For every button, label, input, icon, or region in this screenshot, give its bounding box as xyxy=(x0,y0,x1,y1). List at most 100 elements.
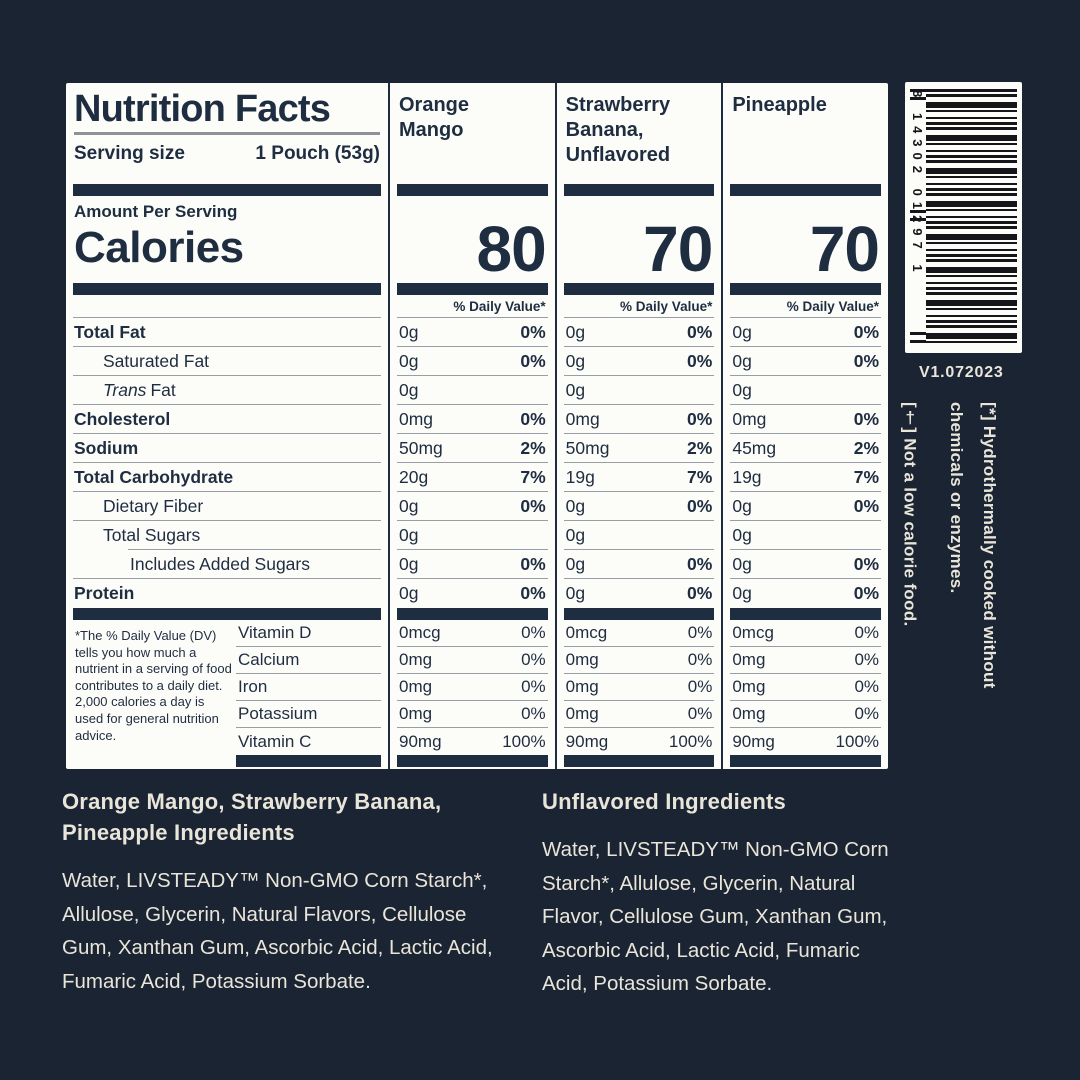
amount-value: 0mg xyxy=(399,704,433,723)
nutrient-value-row: 20g 7% xyxy=(397,463,548,492)
amount-value: 90mg xyxy=(565,731,609,751)
dv-value: 0% xyxy=(853,495,880,516)
vitamin-value-row: 0mg 0% xyxy=(563,674,715,701)
thick-bar xyxy=(397,184,548,196)
dv-value: 0% xyxy=(853,553,880,574)
calories-value: 80 xyxy=(476,213,546,285)
daily-value-header: % Daily Value* xyxy=(397,295,548,318)
amount-value: 0g xyxy=(732,524,752,545)
nutrient-value-row: 19g 7% xyxy=(563,463,715,492)
dv-value: 0% xyxy=(521,677,546,696)
calories-value: 70 xyxy=(643,213,713,285)
amount-value: 0mg xyxy=(399,650,433,669)
thick-bar xyxy=(730,283,882,295)
amount-value: 0mg xyxy=(399,677,433,696)
dv-value: 0% xyxy=(687,677,713,696)
amount-value: 0g xyxy=(565,379,586,400)
flavor-name: Pineapple xyxy=(732,94,827,116)
nutrient-value-row: 50mg 2% xyxy=(397,434,548,463)
amount-value: 0mcg xyxy=(399,623,441,642)
nutrient-value-row: 0g 0% xyxy=(730,492,882,521)
dv-value: 100% xyxy=(668,731,713,751)
amount-value: 0g xyxy=(732,379,752,400)
nutrient-value-row: 45mg 2% xyxy=(730,434,882,463)
barcode-guard-bar xyxy=(910,332,926,346)
dv-value: 7% xyxy=(853,466,880,487)
nutrient-value-row: 0g 0% xyxy=(397,318,548,347)
nutrient-label-sodium: Sodium xyxy=(73,434,381,463)
vitamin-value-row: 0mcg 0% xyxy=(397,620,548,647)
amount-value: 50mg xyxy=(565,437,610,458)
amount-value: 19g xyxy=(732,466,762,487)
flavor-column-pineapple: Pineapple 70 % Daily Value* 0g 0% 0g 0% 0g… xyxy=(721,83,888,769)
hydrothermally-cooked-note: [*] Hydrothermally cooked without chemic… xyxy=(946,402,999,689)
thick-bar xyxy=(397,755,548,767)
vitamin-label-vitamin-c: Vitamin C xyxy=(238,731,312,751)
amount-value: 0g xyxy=(565,553,586,574)
dv-value: 0% xyxy=(520,553,546,574)
nutrient-label-dietary-fiber: Dietary Fiber xyxy=(73,492,381,521)
vitamin-value-row: 0mg 0% xyxy=(397,674,548,701)
dv-value: 0% xyxy=(687,408,713,429)
amount-value: 0g xyxy=(732,583,752,603)
vitamin-value-row: 0mg 0% xyxy=(397,701,548,728)
nutrient-label-trans-fat: Trans Fat xyxy=(73,376,381,405)
barcode-digits: 8 14302 01297 1 xyxy=(910,90,925,278)
dv-value: 100% xyxy=(502,731,546,751)
vitamin-value-row: 90mg 100% xyxy=(564,728,715,755)
amount-value: 0g xyxy=(399,524,419,545)
nutrient-value-row: 0g xyxy=(563,521,715,550)
dv-value: 7% xyxy=(520,466,546,487)
vitamin-label-potassium: Potassium xyxy=(236,701,381,728)
dv-value: 0% xyxy=(520,321,546,342)
dv-value: 0% xyxy=(521,704,546,723)
dv-value: 0% xyxy=(853,350,880,371)
dv-value: 0% xyxy=(854,650,880,669)
flavor-name: Orange Mango xyxy=(399,94,470,141)
nutrient-value-row: 0g 0% xyxy=(564,579,715,608)
thick-bar xyxy=(397,608,548,620)
amount-value: 0g xyxy=(399,350,419,371)
thick-bar xyxy=(563,755,715,767)
nutrient-label-saturated-fat: Saturated Fat xyxy=(73,347,381,376)
thick-bar xyxy=(730,755,882,767)
amount-value: 0g xyxy=(565,583,586,603)
nutrient-value-row: 0g 0% xyxy=(397,579,548,608)
nutrient-value-row: 0mg 0% xyxy=(730,405,882,434)
amount-value: 45mg xyxy=(732,437,777,458)
amount-value: 0g xyxy=(565,524,586,545)
nutrient-value-row: 0g 0% xyxy=(730,318,882,347)
barcode-bars xyxy=(926,89,1017,346)
amount-value: 90mg xyxy=(732,731,775,751)
nutrient-label-rows: Total Fat Saturated Fat Trans Fat Cholest… xyxy=(66,318,388,608)
nutrient-label-total-sugars: Total Sugars xyxy=(73,521,381,550)
amount-value: 0g xyxy=(565,495,586,516)
thick-bar xyxy=(730,608,882,620)
amount-value: 50mg xyxy=(399,437,443,458)
dv-value: 0% xyxy=(520,408,546,429)
flavored-ingredients-block: Orange Mango, Strawberry Banana, Pineapp… xyxy=(62,786,514,998)
dv-value: 100% xyxy=(835,731,880,751)
side-footnotes: [*] Hydrothermally cooked without chemic… xyxy=(894,402,1006,690)
nutrient-value-row: 0g 0% xyxy=(563,492,715,521)
not-low-calorie-note: [†] Not a low calorie food. xyxy=(900,402,920,627)
dv-value: 0% xyxy=(854,623,880,642)
amount-value: 0g xyxy=(565,321,586,342)
vitamin-value-row: 0mg 0% xyxy=(563,647,715,674)
dv-value: 0% xyxy=(687,650,713,669)
dv-value: 2% xyxy=(520,437,546,458)
dv-value: 0% xyxy=(687,583,713,603)
serving-size-value: 1 Pouch (53g) xyxy=(255,143,380,164)
upc-barcode: 8 14302 01297 1 xyxy=(905,82,1022,353)
amount-value: 0g xyxy=(732,321,752,342)
amount-value: 0mg xyxy=(732,704,766,723)
nutrient-value-row: 0g 0% xyxy=(730,347,882,376)
dv-value: 0% xyxy=(521,623,546,642)
unflavored-ingredients-body: Water, LIVSTEADY™ Non-GMO Corn Starch*, … xyxy=(542,838,889,995)
daily-value-footnote: *The % Daily Value (DV) tells you how mu… xyxy=(75,628,232,743)
vitamin-value-row: 0mg 0% xyxy=(730,701,882,728)
nutrient-label-protein: Protein xyxy=(74,583,135,603)
nutrient-value-row: 0g 0% xyxy=(730,550,882,579)
nutrient-value-row: 0g 0% xyxy=(563,347,715,376)
